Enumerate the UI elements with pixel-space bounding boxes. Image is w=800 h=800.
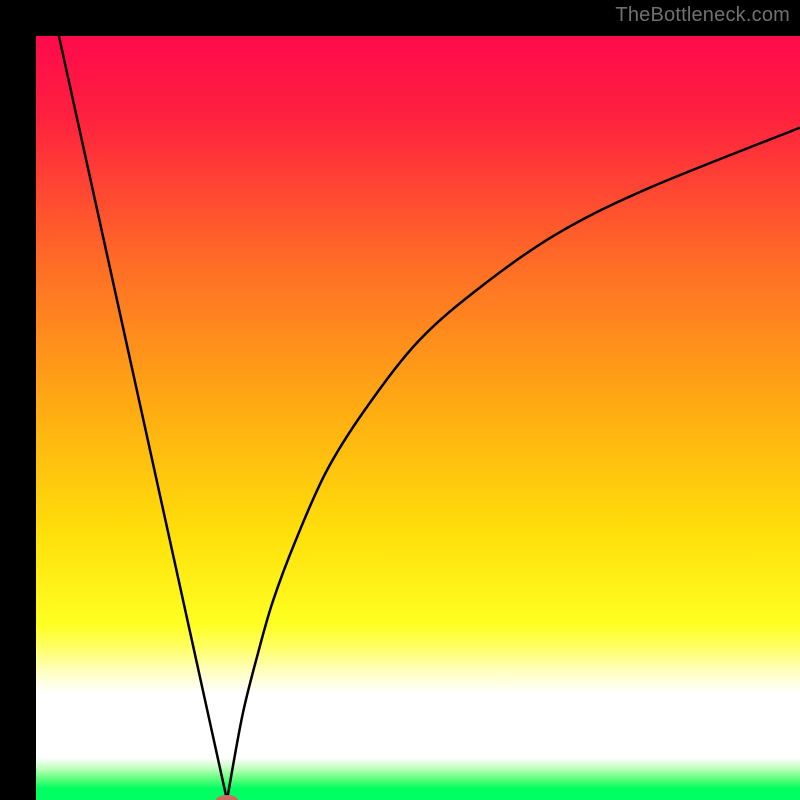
plot-background (36, 36, 800, 800)
bottleneck-chart (0, 0, 800, 800)
attribution-text: TheBottleneck.com (615, 4, 790, 27)
